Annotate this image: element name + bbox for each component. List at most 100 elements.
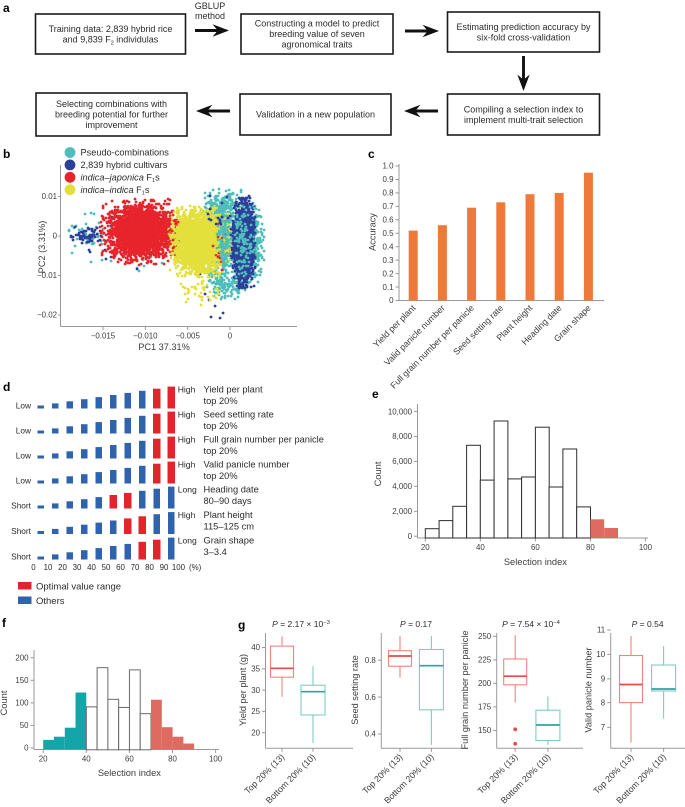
svg-text:Plant height: Plant height bbox=[204, 510, 254, 520]
svg-text:d: d bbox=[3, 380, 10, 394]
svg-text:Low: Low bbox=[16, 401, 32, 411]
svg-text:2,000: 2,000 bbox=[392, 507, 412, 516]
svg-text:80: 80 bbox=[168, 755, 177, 764]
svg-text:breeding potential for further: breeding potential for further bbox=[55, 110, 168, 120]
svg-text:8: 8 bbox=[601, 698, 606, 707]
svg-text:High: High bbox=[178, 385, 196, 395]
svg-text:Full grain number per panicle: Full grain number per panicle bbox=[204, 435, 324, 445]
svg-text:10,000: 10,000 bbox=[388, 407, 413, 416]
svg-text:100: 100 bbox=[172, 563, 186, 572]
svg-text:60: 60 bbox=[116, 563, 125, 572]
svg-text:30: 30 bbox=[251, 686, 260, 695]
svg-text:b: b bbox=[3, 147, 10, 161]
svg-text:Low: Low bbox=[16, 426, 32, 436]
svg-text:Seed setting rate: Seed setting rate bbox=[204, 410, 274, 420]
svg-text:Optimal value range: Optimal value range bbox=[36, 582, 121, 593]
svg-text:80: 80 bbox=[586, 543, 595, 552]
svg-text:0: 0 bbox=[31, 563, 36, 572]
svg-text:175: 175 bbox=[478, 703, 492, 712]
svg-text:High: High bbox=[178, 510, 196, 520]
svg-text:10: 10 bbox=[44, 563, 53, 572]
svg-text:Constructing a model to predic: Constructing a model to predict bbox=[255, 19, 380, 29]
svg-text:0.1: 0.1 bbox=[383, 283, 394, 292]
svg-text:40: 40 bbox=[476, 543, 485, 552]
svg-text:70: 70 bbox=[131, 563, 140, 572]
svg-text:e: e bbox=[372, 387, 379, 401]
svg-text:Others: Others bbox=[36, 596, 65, 607]
svg-text:80–90 days: 80–90 days bbox=[204, 496, 252, 506]
svg-text:0.5: 0.5 bbox=[383, 229, 395, 238]
svg-text:(%): (%) bbox=[189, 563, 202, 572]
svg-text:Selecting combinations with: Selecting combinations with bbox=[56, 99, 167, 109]
svg-text:High: High bbox=[178, 460, 196, 470]
svg-text:Valid panicle number: Valid panicle number bbox=[584, 647, 594, 732]
svg-text:Accuracy: Accuracy bbox=[368, 213, 378, 251]
svg-text:4,000: 4,000 bbox=[392, 482, 412, 491]
svg-text:100: 100 bbox=[15, 699, 29, 708]
svg-text:Validation in a new population: Validation in a new population bbox=[256, 110, 375, 120]
svg-text:6,000: 6,000 bbox=[392, 457, 412, 466]
svg-text:PC2 (3.31%): PC2 (3.31%) bbox=[37, 221, 47, 274]
svg-text:20: 20 bbox=[39, 755, 48, 764]
svg-text:top 20%: top 20% bbox=[204, 471, 238, 481]
svg-text:0: 0 bbox=[389, 296, 394, 305]
svg-text:High: High bbox=[178, 435, 196, 445]
svg-text:50: 50 bbox=[20, 721, 29, 730]
svg-text:c: c bbox=[368, 147, 375, 161]
svg-text:200: 200 bbox=[478, 679, 492, 688]
svg-text:150: 150 bbox=[15, 676, 29, 685]
svg-text:40: 40 bbox=[251, 643, 260, 652]
svg-text:f: f bbox=[2, 616, 7, 630]
svg-text:20: 20 bbox=[421, 543, 430, 552]
svg-text:P = 7.54 × 10−4: P = 7.54 × 10−4 bbox=[502, 619, 560, 629]
svg-text:Estimating prediction accuracy: Estimating prediction accuracy by bbox=[456, 22, 591, 32]
svg-text:P = 2.17 × 10−3: P = 2.17 × 10−3 bbox=[272, 619, 330, 629]
svg-text:0: 0 bbox=[408, 532, 413, 541]
svg-text:Compiling a selection index to: Compiling a selection index to bbox=[464, 104, 584, 114]
svg-text:−0.02: −0.02 bbox=[37, 311, 57, 320]
svg-text:40: 40 bbox=[82, 755, 91, 764]
svg-text:100: 100 bbox=[639, 543, 653, 552]
svg-text:0.4: 0.4 bbox=[383, 242, 395, 251]
svg-text:Count: Count bbox=[0, 690, 9, 715]
svg-text:60: 60 bbox=[531, 543, 540, 552]
svg-text:Valid panicle number: Valid panicle number bbox=[204, 460, 290, 470]
svg-text:2,839 hybrid cultivars: 2,839 hybrid cultivars bbox=[81, 160, 168, 170]
svg-text:Low: Low bbox=[16, 451, 32, 461]
svg-text:40: 40 bbox=[87, 563, 96, 572]
svg-text:0.3: 0.3 bbox=[383, 256, 395, 265]
svg-text:250: 250 bbox=[478, 632, 492, 641]
svg-text:60: 60 bbox=[125, 755, 134, 764]
svg-text:GBLUP: GBLUP bbox=[195, 1, 226, 11]
svg-text:0: 0 bbox=[24, 744, 29, 753]
svg-text:30: 30 bbox=[73, 563, 82, 572]
svg-text:0.2: 0.2 bbox=[383, 269, 394, 278]
svg-text:improvement: improvement bbox=[85, 120, 138, 130]
svg-text:−0.01: −0.01 bbox=[37, 271, 57, 280]
svg-text:11: 11 bbox=[597, 626, 605, 635]
svg-text:3–3.4: 3–3.4 bbox=[204, 547, 227, 557]
svg-text:225: 225 bbox=[478, 656, 492, 665]
svg-text:150: 150 bbox=[478, 726, 492, 735]
svg-text:−0.005: −0.005 bbox=[175, 332, 200, 341]
svg-text:25: 25 bbox=[251, 707, 260, 716]
svg-text:indica–japonica F1s: indica–japonica F1s bbox=[81, 172, 161, 184]
svg-text:High: High bbox=[178, 410, 196, 420]
svg-text:Training data: 2,839 hybrid ri: Training data: 2,839 hybrid rice bbox=[49, 24, 173, 34]
svg-text:Long: Long bbox=[178, 485, 197, 495]
svg-text:−0.015: −0.015 bbox=[91, 332, 116, 341]
svg-text:0: 0 bbox=[53, 232, 58, 241]
svg-text:10: 10 bbox=[596, 650, 605, 659]
svg-text:−0.010: −0.010 bbox=[133, 332, 158, 341]
svg-text:Count: Count bbox=[373, 461, 383, 486]
svg-text:1.0: 1.0 bbox=[383, 162, 395, 171]
svg-text:PC1 37.31%: PC1 37.31% bbox=[138, 342, 190, 352]
svg-text:0.6: 0.6 bbox=[365, 693, 377, 702]
svg-text:0.7: 0.7 bbox=[383, 202, 394, 211]
svg-text:Yield per plant (g): Yield per plant (g) bbox=[238, 654, 248, 726]
svg-text:six-fold cross-validation: six-fold cross-validation bbox=[477, 32, 571, 42]
svg-text:P = 0.17: P = 0.17 bbox=[400, 619, 432, 629]
svg-text:8,000: 8,000 bbox=[392, 432, 412, 441]
svg-text:200: 200 bbox=[15, 653, 29, 662]
svg-text:Grain shape: Grain shape bbox=[204, 536, 255, 546]
